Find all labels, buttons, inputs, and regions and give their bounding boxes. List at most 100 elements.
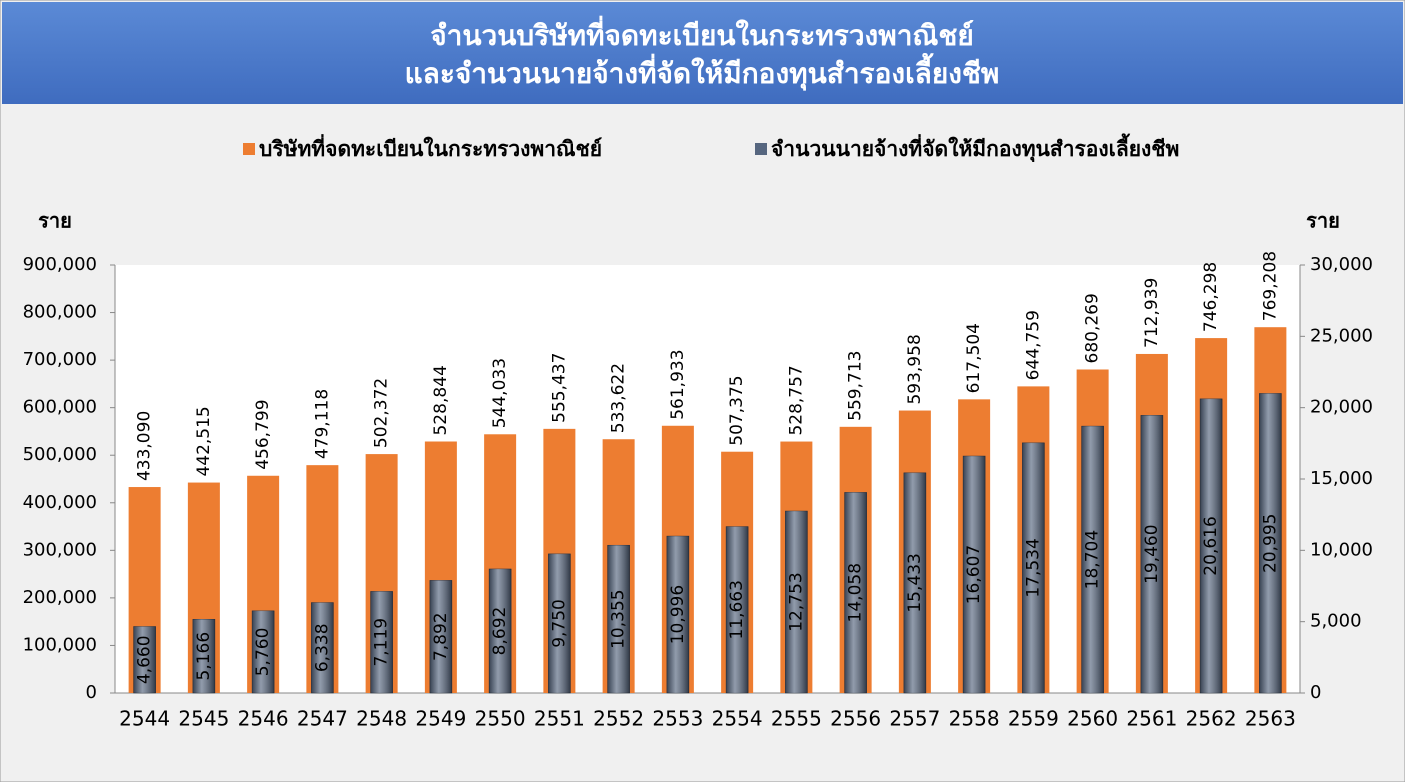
value-label: 644,759 bbox=[1023, 310, 1043, 380]
bar-shine bbox=[311, 602, 334, 693]
value-label: 456,799 bbox=[253, 399, 273, 469]
value-label: 4,660 bbox=[135, 635, 155, 684]
y2-tick-label: 15,000 bbox=[1310, 468, 1373, 489]
value-label: 9,750 bbox=[549, 599, 569, 648]
x-tick-label: 2552 bbox=[593, 707, 644, 731]
value-label: 7,119 bbox=[372, 618, 392, 667]
x-tick-label: 2549 bbox=[415, 707, 466, 731]
bar-shine bbox=[548, 553, 571, 693]
x-tick-label: 2559 bbox=[1008, 707, 1059, 731]
y-tick-label: 500,000 bbox=[23, 444, 97, 465]
value-label: 8,692 bbox=[490, 607, 510, 656]
chart-title: และจำนวนนายจ้างที่จัดให้มีกองทุนสำรองเลี… bbox=[405, 52, 1000, 91]
bar-shine bbox=[903, 472, 926, 693]
y2-tick-label: 20,000 bbox=[1310, 397, 1373, 418]
x-tick-label: 2562 bbox=[1186, 707, 1237, 731]
bar-shine bbox=[1081, 426, 1104, 693]
bar-shine bbox=[666, 536, 689, 693]
value-label: 528,844 bbox=[431, 365, 451, 435]
y-tick-label: 200,000 bbox=[23, 587, 97, 608]
y-tick-label: 900,000 bbox=[23, 254, 97, 275]
value-label: 5,166 bbox=[194, 632, 214, 681]
value-label: 559,713 bbox=[846, 351, 866, 421]
value-label: 18,704 bbox=[1083, 530, 1103, 589]
x-tick-label: 2551 bbox=[534, 707, 585, 731]
y2-tick-label: 10,000 bbox=[1310, 539, 1373, 560]
bar-shine bbox=[1022, 442, 1045, 693]
bar-shine bbox=[429, 580, 452, 693]
value-label: 10,996 bbox=[668, 585, 688, 644]
value-label: 712,939 bbox=[1142, 278, 1162, 348]
y2-tick-label: 5,000 bbox=[1310, 611, 1362, 632]
value-label: 7,892 bbox=[431, 612, 451, 661]
bar-shine bbox=[370, 591, 393, 693]
value-label: 14,058 bbox=[846, 563, 866, 622]
x-tick-label: 2558 bbox=[949, 707, 1000, 731]
value-label: 20,616 bbox=[1201, 516, 1221, 575]
bar-shine bbox=[607, 545, 630, 693]
value-label: 617,504 bbox=[964, 323, 984, 393]
value-label: 593,958 bbox=[905, 334, 925, 404]
plot-area bbox=[115, 265, 1300, 693]
bar-shine bbox=[1200, 398, 1223, 693]
y-tick-label: 700,000 bbox=[23, 349, 97, 370]
value-label: 19,460 bbox=[1142, 524, 1162, 583]
bar-shine bbox=[252, 610, 275, 693]
x-tick-label: 2547 bbox=[297, 707, 348, 731]
value-label: 680,269 bbox=[1083, 293, 1103, 363]
bar-shine bbox=[785, 511, 808, 693]
value-label: 5,760 bbox=[253, 628, 273, 677]
value-label: 507,375 bbox=[727, 375, 747, 445]
bar-shine bbox=[489, 568, 512, 693]
x-tick-label: 2554 bbox=[712, 707, 763, 731]
x-tick-label: 2544 bbox=[119, 707, 170, 731]
x-tick-label: 2563 bbox=[1245, 707, 1296, 731]
value-label: 746,298 bbox=[1201, 262, 1221, 332]
value-label: 10,355 bbox=[609, 589, 629, 648]
bar-shine bbox=[1259, 393, 1282, 693]
value-label: 442,515 bbox=[194, 406, 214, 476]
legend-label: จำนวนนายจ้างที่จัดให้มีกองทุนสำรองเลี้ยง… bbox=[771, 133, 1179, 163]
bar-shine bbox=[133, 626, 156, 693]
x-tick-label: 2560 bbox=[1067, 707, 1118, 731]
x-tick-label: 2556 bbox=[830, 707, 881, 731]
value-label: 15,433 bbox=[905, 553, 925, 612]
value-label: 6,338 bbox=[312, 623, 332, 672]
y-tick-label: 0 bbox=[86, 682, 97, 703]
y2-axis-label: ราย bbox=[1306, 209, 1340, 233]
y-tick-label: 400,000 bbox=[23, 492, 97, 513]
x-tick-label: 2546 bbox=[238, 707, 289, 731]
value-label: 11,663 bbox=[727, 580, 747, 639]
value-label: 528,757 bbox=[786, 365, 806, 435]
legend-swatch bbox=[755, 143, 767, 155]
y-tick-label: 600,000 bbox=[23, 397, 97, 418]
bar-shine bbox=[1140, 415, 1163, 693]
value-label: 502,372 bbox=[372, 378, 392, 448]
y-tick-label: 100,000 bbox=[23, 634, 97, 655]
x-tick-label: 2553 bbox=[652, 707, 703, 731]
x-tick-label: 2557 bbox=[889, 707, 940, 731]
y2-tick-label: 30,000 bbox=[1310, 254, 1373, 275]
x-tick-label: 2545 bbox=[178, 707, 229, 731]
x-tick-label: 2561 bbox=[1126, 707, 1177, 731]
bar-shine bbox=[192, 619, 215, 693]
y2-tick-label: 0 bbox=[1310, 682, 1321, 703]
title-banner bbox=[2, 2, 1403, 104]
y2-tick-label: 25,000 bbox=[1310, 325, 1373, 346]
bar-shine bbox=[963, 456, 986, 693]
x-tick-label: 2548 bbox=[356, 707, 407, 731]
value-label: 561,933 bbox=[668, 349, 688, 419]
value-label: 17,534 bbox=[1023, 538, 1043, 597]
value-label: 12,753 bbox=[786, 572, 806, 631]
y-tick-label: 300,000 bbox=[23, 539, 97, 560]
value-label: 544,033 bbox=[490, 358, 510, 428]
value-label: 769,208 bbox=[1260, 251, 1280, 321]
y-axis-label: ราย bbox=[38, 209, 72, 233]
legend-swatch bbox=[243, 143, 255, 155]
bar-shine bbox=[726, 526, 749, 693]
value-label: 433,090 bbox=[135, 411, 155, 481]
x-tick-label: 2550 bbox=[475, 707, 526, 731]
value-label: 479,118 bbox=[312, 389, 332, 459]
